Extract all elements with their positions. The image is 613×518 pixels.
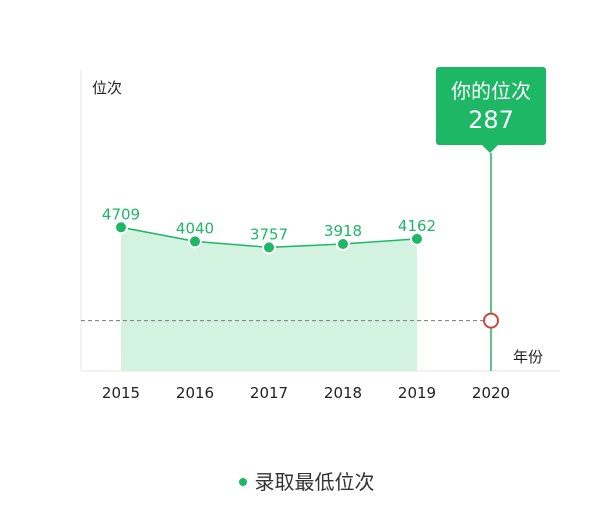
y-axis-label: 位次 bbox=[92, 79, 122, 97]
data-label: 4040 bbox=[176, 219, 214, 237]
x-tick-label: 2018 bbox=[324, 384, 362, 402]
tooltip-value: 287 bbox=[468, 106, 514, 134]
x-tick-label: 2015 bbox=[102, 384, 140, 402]
data-point bbox=[410, 231, 424, 246]
data-label: 4162 bbox=[398, 217, 436, 235]
x-axis-unit-label: 年份 bbox=[513, 348, 543, 366]
data-label: 4709 bbox=[102, 205, 140, 223]
data-label: 3757 bbox=[250, 225, 288, 243]
series-area bbox=[121, 227, 417, 371]
chart-legend[interactable]: 录取最低位次 bbox=[0, 466, 613, 495]
tooltip-title: 你的位次 bbox=[451, 79, 531, 103]
legend-marker-icon bbox=[238, 477, 247, 486]
data-point bbox=[336, 236, 350, 251]
x-tick-label: 2016 bbox=[176, 384, 214, 402]
x-tick-label: 2020 bbox=[472, 384, 510, 402]
x-tick-label: 2019 bbox=[398, 384, 436, 402]
data-label: 3918 bbox=[324, 222, 362, 240]
data-point bbox=[114, 220, 128, 235]
your-rank-marker bbox=[483, 312, 499, 329]
legend-label: 录取最低位次 bbox=[254, 470, 375, 494]
x-tick-label: 2017 bbox=[250, 384, 288, 402]
your-rank-tooltip: 你的位次 287 bbox=[436, 67, 546, 153]
data-point bbox=[262, 240, 276, 255]
data-point bbox=[188, 234, 202, 249]
